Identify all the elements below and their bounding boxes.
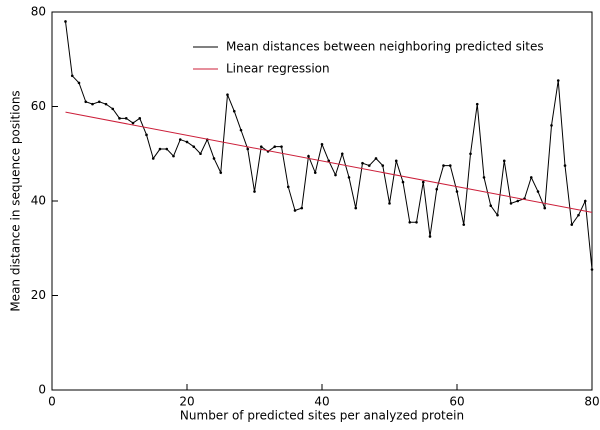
legend-label: Mean distances between neighboring predi… <box>226 40 544 54</box>
data-point <box>280 145 283 148</box>
x-tick-label: 20 <box>179 395 194 409</box>
data-point <box>462 223 466 226</box>
data-point <box>145 133 148 137</box>
data-point <box>97 100 101 104</box>
data-point <box>435 187 439 191</box>
data-point <box>529 176 533 179</box>
data-point <box>408 220 412 224</box>
y-tick-label: 80 <box>31 5 46 19</box>
data-point <box>226 93 229 96</box>
data-point <box>165 147 169 151</box>
y-axis-label: Mean distance in sequence positions <box>9 90 23 311</box>
data-point <box>246 147 250 151</box>
data-point <box>253 190 256 193</box>
data-point <box>415 220 418 224</box>
y-tick-label: 40 <box>31 194 46 208</box>
data-point <box>286 185 290 189</box>
data-point <box>212 157 216 160</box>
data-point <box>401 180 405 184</box>
data-point <box>259 145 263 148</box>
data-point <box>550 124 553 127</box>
data-point <box>563 164 567 167</box>
data-point <box>455 190 459 193</box>
data-point <box>340 152 344 156</box>
data-point <box>509 202 513 205</box>
data-point <box>192 145 196 148</box>
series-line <box>65 21 593 270</box>
x-tick-label: 60 <box>449 395 464 409</box>
data-point <box>111 107 115 111</box>
data-point <box>320 143 324 146</box>
data-point <box>185 140 189 144</box>
x-tick-label: 80 <box>584 395 599 409</box>
data-point <box>590 268 594 271</box>
y-tick-label: 20 <box>31 288 46 302</box>
data-point <box>536 190 540 193</box>
data-point <box>469 152 472 156</box>
data-point <box>334 173 337 177</box>
data-point <box>496 213 499 217</box>
data-point <box>118 117 121 120</box>
data-point <box>178 138 182 141</box>
data-point <box>556 79 560 82</box>
y-tick-label: 0 <box>38 383 46 397</box>
data-point <box>151 157 155 160</box>
data-point <box>482 176 486 179</box>
data-point <box>374 157 378 160</box>
data-point <box>381 164 385 167</box>
data-point <box>347 176 351 179</box>
data-point <box>239 128 243 132</box>
x-tick-label: 40 <box>314 395 329 409</box>
data-point <box>300 206 304 210</box>
data-point <box>172 154 175 158</box>
data-point <box>570 223 574 226</box>
data-point <box>516 199 520 203</box>
data-point <box>64 20 67 23</box>
x-axis-label: Number of predicted sites per analyzed p… <box>180 409 464 423</box>
data-point <box>273 145 277 148</box>
data-point <box>84 100 88 104</box>
data-point <box>104 102 108 106</box>
data-point <box>131 121 135 125</box>
data-point <box>388 202 391 205</box>
data-point <box>448 164 452 167</box>
data-point <box>543 206 547 210</box>
data-point <box>489 204 493 208</box>
data-point <box>158 147 162 151</box>
data-point <box>361 161 364 165</box>
data-point <box>293 209 297 212</box>
x-tick-label: 0 <box>48 395 56 409</box>
data-point <box>502 159 506 163</box>
data-point <box>77 81 81 85</box>
data-point <box>367 164 371 167</box>
data-point <box>138 117 142 120</box>
data-point <box>313 171 317 174</box>
data-point <box>354 206 358 210</box>
data-point <box>577 213 580 217</box>
data-point <box>199 152 202 156</box>
data-point <box>442 164 445 167</box>
data-point <box>307 154 310 158</box>
y-tick-label: 60 <box>31 99 46 113</box>
series-line <box>65 111 593 213</box>
data-point <box>421 180 425 184</box>
data-point <box>232 109 236 113</box>
data-point <box>70 74 74 78</box>
data-point <box>327 159 331 163</box>
legend-label: Linear regression <box>226 62 330 76</box>
data-point <box>428 235 432 238</box>
data-point <box>475 102 479 106</box>
data-point <box>91 102 94 106</box>
data-point <box>219 171 223 174</box>
data-point <box>124 117 128 120</box>
data-point <box>583 199 587 203</box>
data-point <box>394 159 398 163</box>
